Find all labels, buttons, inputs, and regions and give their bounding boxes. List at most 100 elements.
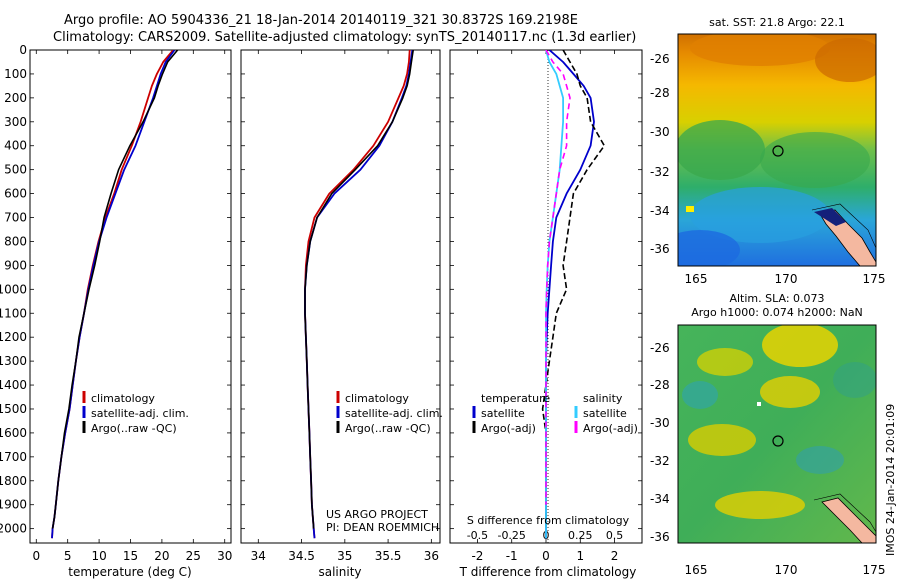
sla-map-title-1: Altim. SLA: 0.073 [729, 292, 824, 305]
depth-tick-label: 0 [19, 43, 27, 57]
salinity-axes-box [240, 49, 441, 544]
depth-tick-label: 700 [4, 211, 27, 225]
sst-yticks-36: -36 [650, 242, 670, 256]
sla-blue-patch [833, 362, 876, 398]
legend-label-climatology: climatology [345, 392, 409, 405]
sst-yticks-30: -30 [650, 125, 670, 139]
x-tick-label: 2 [611, 549, 619, 563]
sla-yticks-28: -28 [650, 378, 670, 392]
x-tick-label: 1 [576, 549, 584, 563]
sst-xtick-165: 165 [685, 272, 708, 286]
s-difference-tick-label: -0.5 [467, 529, 488, 542]
x-tick-label: 30 [217, 549, 232, 563]
depth-tick-label: 1600 [0, 426, 27, 440]
shelf-dark [814, 208, 846, 226]
sla-yticks-26: -26 [650, 341, 670, 355]
depth-tick-label: 2000 [0, 522, 27, 536]
x-tick-label: 36 [424, 549, 439, 563]
salinity-xlabel: salinity [318, 565, 361, 579]
x-tick-label: 35 [337, 549, 352, 563]
sla-map-title-2: Argo h1000: 0.074 h2000: NaN [691, 306, 863, 319]
depth-tick-label: 1900 [0, 498, 27, 512]
legend-label-satellite: satellite-adj. clim. [345, 407, 443, 420]
difference-y-ticks [450, 49, 642, 530]
x-tick-label: 5 [64, 549, 72, 563]
title-line-2: Climatology: CARS2009. Satellite-adjuste… [53, 30, 636, 45]
coast-contour [811, 203, 876, 249]
sla-xtick-165: 165 [685, 563, 708, 577]
depth-tick-label: 800 [4, 234, 27, 248]
depth-axis: 0 100 200 300 400 500 600 700 800 900 1000 1100 1200… [0, 43, 231, 536]
depth-tick-label: 1800 [0, 474, 27, 488]
sla-yellow-patch [697, 348, 753, 376]
depth-tick-label: 300 [4, 115, 27, 129]
sla-blue-patch [682, 381, 718, 409]
t-difference-label: T difference from climatology [459, 565, 637, 579]
x-tick-label: -2 [471, 549, 483, 563]
sla-yticks-30: -30 [650, 416, 670, 430]
temperature-x-axis: 0 5 10 15 20 25 30 [32, 50, 232, 563]
x-tick-label: 10 [91, 549, 106, 563]
x-tick-label: 15 [123, 549, 138, 563]
sst-xtick-175: 175 [863, 272, 886, 286]
s-difference-tick-label: -0.25 [497, 529, 525, 542]
temperature-series [51, 50, 179, 539]
depth-tick-label: 100 [4, 67, 27, 81]
depth-tick-label: 1200 [0, 330, 27, 344]
sst-xtick-170: 170 [775, 272, 798, 286]
salinity-series [304, 50, 414, 539]
sst-yellow-pixel [686, 206, 694, 212]
s-difference-tick-label: 0.25 [568, 529, 593, 542]
legend-label-satellite: satellite-adj. clim. [91, 407, 189, 420]
sla-map: Altim. SLA: 0.073 Argo h1000: 0.074 h200… [650, 292, 885, 577]
depth-tick-label: 1000 [0, 282, 27, 296]
sst-yticks-26: -26 [650, 52, 670, 66]
difference-panel: -2 -1 0 1 2 -0.5 -0.25 0 0.25 0.5 S difference f… [449, 49, 643, 579]
temperature-axes-box [29, 49, 232, 544]
sst-argo-marker [772, 145, 784, 157]
x-tick-label: 34.5 [288, 549, 315, 563]
sla-argo-marker [772, 435, 784, 447]
legend-label-t-argo: Argo(-adj) [481, 422, 536, 435]
salinity-legend: climatology satellite-adj. clim. Argo(..… [336, 391, 443, 435]
temperature-panel: 0100200300400500600700800900100011001200… [0, 43, 232, 579]
sst-map-title: sat. SST: 21.8 Argo: 22.1 [709, 16, 845, 29]
sst-map-frame [677, 33, 877, 267]
depth-tick-label: 400 [4, 139, 27, 153]
legend-label-s-argo: Argo(-adj) [583, 422, 638, 435]
depth-tick-label: 200 [4, 91, 27, 105]
difference-legend: temperature salinity satellite Argo(-adj… [472, 392, 638, 435]
series-line-argo---raw--qc- [304, 50, 414, 529]
temperature-legend: climatology satellite-adj. clim. Argo(..… [82, 391, 189, 435]
legend-label-s-satellite: satellite [583, 407, 627, 420]
sla-white-pixel [757, 402, 761, 406]
imos-watermark: IMOS 24-Jan-2014 20:01:09 [884, 404, 897, 556]
sla-yticks-32: -32 [650, 454, 670, 468]
project-annotation-2: PI: DEAN ROEMMICH [326, 521, 439, 534]
sla-yticks-36: -36 [650, 530, 670, 544]
depth-tick-label: 600 [4, 187, 27, 201]
salinity-panel: 34 34.5 35 35.5 36 salinity climatology sate… [240, 49, 443, 579]
title-line-1: Argo profile: AO 5904336_21 18-Jan-2014 … [64, 13, 578, 28]
legend-label-climatology: climatology [91, 392, 155, 405]
depth-tick-label: 1300 [0, 354, 27, 368]
difference-x-axis: -2 -1 0 1 2 [471, 50, 618, 563]
sla-blue-patch [796, 446, 844, 474]
land-mass [821, 497, 876, 543]
depth-tick-label: 500 [4, 163, 27, 177]
sla-yellow-patch [715, 491, 805, 519]
depth-tick-label: 900 [4, 258, 27, 272]
depth-tick-label: 1400 [0, 378, 27, 392]
salinity-y-ticks [241, 49, 440, 530]
series-line-argo--adj- [545, 50, 571, 505]
sst-yticks-28: -28 [650, 86, 670, 100]
sla-xtick-175: 175 [863, 563, 886, 577]
sst-blue-patch [678, 230, 740, 266]
sst-yticks-34: -34 [650, 204, 670, 218]
legend-label-t-satellite: satellite [481, 407, 525, 420]
s-difference-label: S difference from climatology [467, 514, 630, 527]
sst-yticks-32: -32 [650, 165, 670, 179]
x-tick-label: -1 [506, 549, 518, 563]
sla-yellow-patch [760, 376, 820, 408]
